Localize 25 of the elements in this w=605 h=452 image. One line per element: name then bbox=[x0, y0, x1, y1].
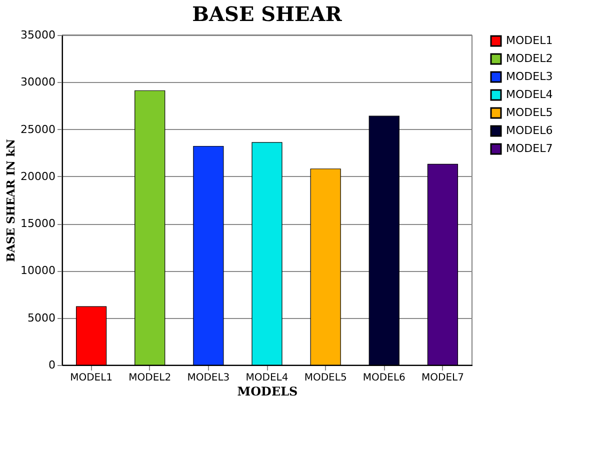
legend-label: MODEL6 bbox=[506, 124, 553, 137]
legend-label: MODEL4 bbox=[506, 88, 553, 101]
x-tick-label: MODEL7 bbox=[421, 372, 464, 384]
legend-label: MODEL1 bbox=[506, 34, 553, 47]
y-tick-label: 20000 bbox=[20, 170, 56, 183]
y-tick-label: 25000 bbox=[20, 122, 56, 136]
chart-title: BASE SHEAR bbox=[192, 2, 342, 26]
x-axis-title: MODELS bbox=[237, 384, 298, 398]
y-tick-label: 0 bbox=[48, 358, 56, 372]
y-tick-label: 35000 bbox=[20, 28, 56, 42]
y-axis-title: BASE SHEAR IN kN bbox=[4, 139, 18, 262]
legend-label: MODEL7 bbox=[506, 142, 553, 155]
x-tick-label: MODEL4 bbox=[246, 372, 288, 384]
legend-label: MODEL2 bbox=[506, 52, 553, 65]
y-tick-label: 15000 bbox=[20, 217, 56, 230]
y-tick-label: 30000 bbox=[20, 76, 56, 89]
x-tick-label: MODEL2 bbox=[128, 372, 172, 384]
legend-label: MODEL5 bbox=[506, 106, 553, 119]
x-tick-label: MODEL5 bbox=[304, 372, 347, 384]
x-tick-label: MODEL1 bbox=[70, 372, 113, 384]
x-tick-label: MODEL6 bbox=[362, 372, 406, 384]
x-tick-label: MODEL3 bbox=[187, 372, 230, 384]
y-tick-label: 5000 bbox=[28, 311, 56, 324]
y-tick-label: 10000 bbox=[20, 264, 56, 278]
legend-label: MODEL3 bbox=[506, 70, 553, 83]
